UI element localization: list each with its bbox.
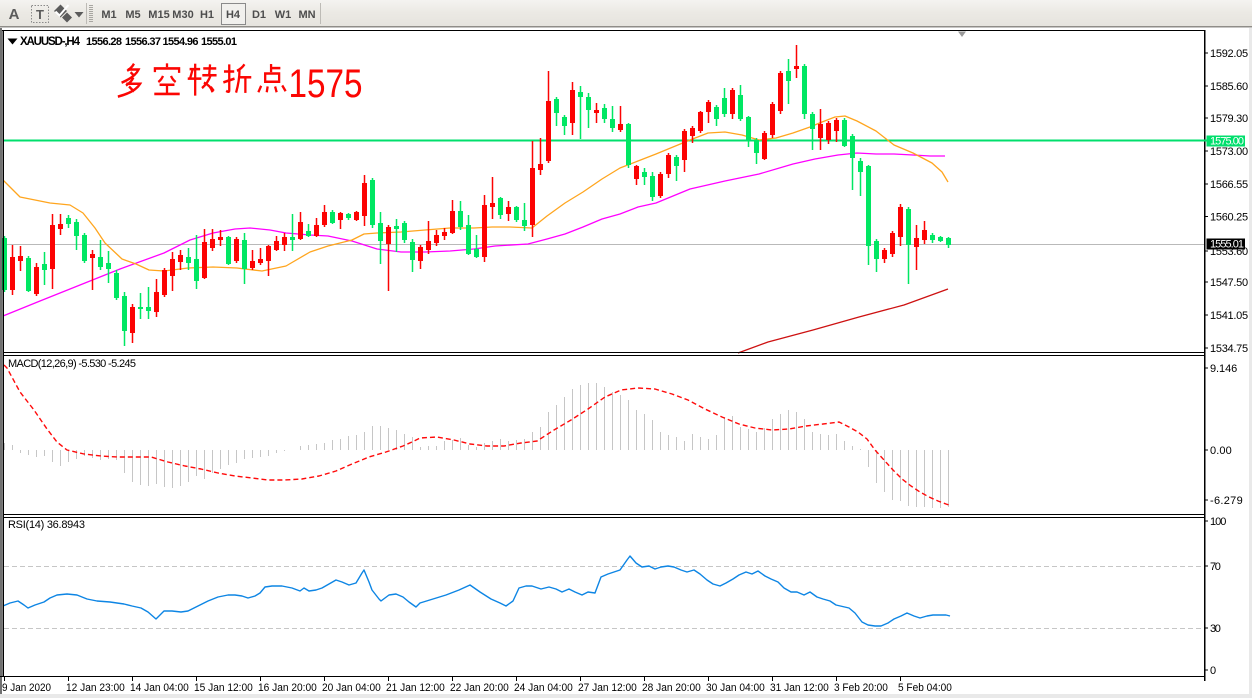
svg-text:30 Jan 04:00: 30 Jan 04:00 [706,682,765,694]
svg-text:1556.37: 1556.37 [125,36,161,48]
svg-text:W1: W1 [275,9,292,21]
svg-text:21 Jan 12:00: 21 Jan 12:00 [386,682,445,694]
svg-text:1547.50: 1547.50 [1210,277,1248,289]
svg-text:MN: MN [298,9,315,21]
svg-text:1554.96: 1554.96 [163,36,199,48]
svg-text:1555.01: 1555.01 [201,36,237,48]
svg-text:1585.60: 1585.60 [1210,81,1248,93]
svg-text:5 Feb 04:00: 5 Feb 04:00 [898,682,952,694]
svg-text:1573.00: 1573.00 [1210,146,1248,158]
svg-text:1566.55: 1566.55 [1210,179,1248,191]
svg-text:20 Jan 04:00: 20 Jan 04:00 [322,682,381,694]
svg-text:1575.00: 1575.00 [1210,136,1244,148]
svg-text:30: 30 [1210,623,1221,635]
svg-text:1592.05: 1592.05 [1210,48,1248,60]
svg-text:100: 100 [1210,516,1226,528]
svg-text:M30: M30 [172,9,193,21]
svg-text:A: A [9,6,20,23]
svg-text:27 Jan 12:00: 27 Jan 12:00 [578,682,637,694]
svg-text:12 Jan 23:00: 12 Jan 23:00 [66,682,125,694]
svg-text:31 Jan 12:00: 31 Jan 12:00 [770,682,829,694]
svg-text:22 Jan 20:00: 22 Jan 20:00 [450,682,509,694]
svg-text:1575: 1575 [289,62,363,106]
svg-text:3 Feb 20:00: 3 Feb 20:00 [834,682,888,694]
svg-text:0: 0 [1210,665,1216,677]
svg-text:1579.30: 1579.30 [1210,113,1248,125]
svg-text:H4: H4 [226,9,241,21]
svg-text:1556.28: 1556.28 [86,36,122,48]
svg-text:0.00: 0.00 [1210,445,1232,457]
svg-text:-6.279: -6.279 [1210,495,1243,507]
svg-text:70: 70 [1210,561,1221,573]
svg-text:RSI(14) 36.8943: RSI(14) 36.8943 [8,519,85,531]
svg-text:MACD(12,26,9) -5.530 -5.245: MACD(12,26,9) -5.530 -5.245 [8,358,136,370]
svg-text:28 Jan 20:00: 28 Jan 20:00 [642,682,701,694]
svg-text:1555.01: 1555.01 [1210,239,1244,251]
svg-text:H1: H1 [200,9,214,21]
svg-text:1541.05: 1541.05 [1210,310,1248,322]
svg-text:16 Jan 20:00: 16 Jan 20:00 [258,682,317,694]
svg-text:XAUUSD-,H4: XAUUSD-,H4 [20,36,81,48]
svg-text:T: T [36,7,44,22]
svg-text:15 Jan 12:00: 15 Jan 12:00 [194,682,253,694]
svg-text:D1: D1 [252,9,266,21]
svg-text:1560.25: 1560.25 [1210,212,1248,224]
svg-text:M15: M15 [148,9,169,21]
svg-text:9.146: 9.146 [1210,363,1237,375]
svg-text:1534.75: 1534.75 [1210,343,1248,355]
svg-text:9 Jan 2020: 9 Jan 2020 [2,682,51,694]
svg-text:24 Jan 04:00: 24 Jan 04:00 [514,682,573,694]
svg-text:M1: M1 [101,9,116,21]
svg-text:14 Jan 04:00: 14 Jan 04:00 [130,682,189,694]
svg-text:M5: M5 [125,9,140,21]
